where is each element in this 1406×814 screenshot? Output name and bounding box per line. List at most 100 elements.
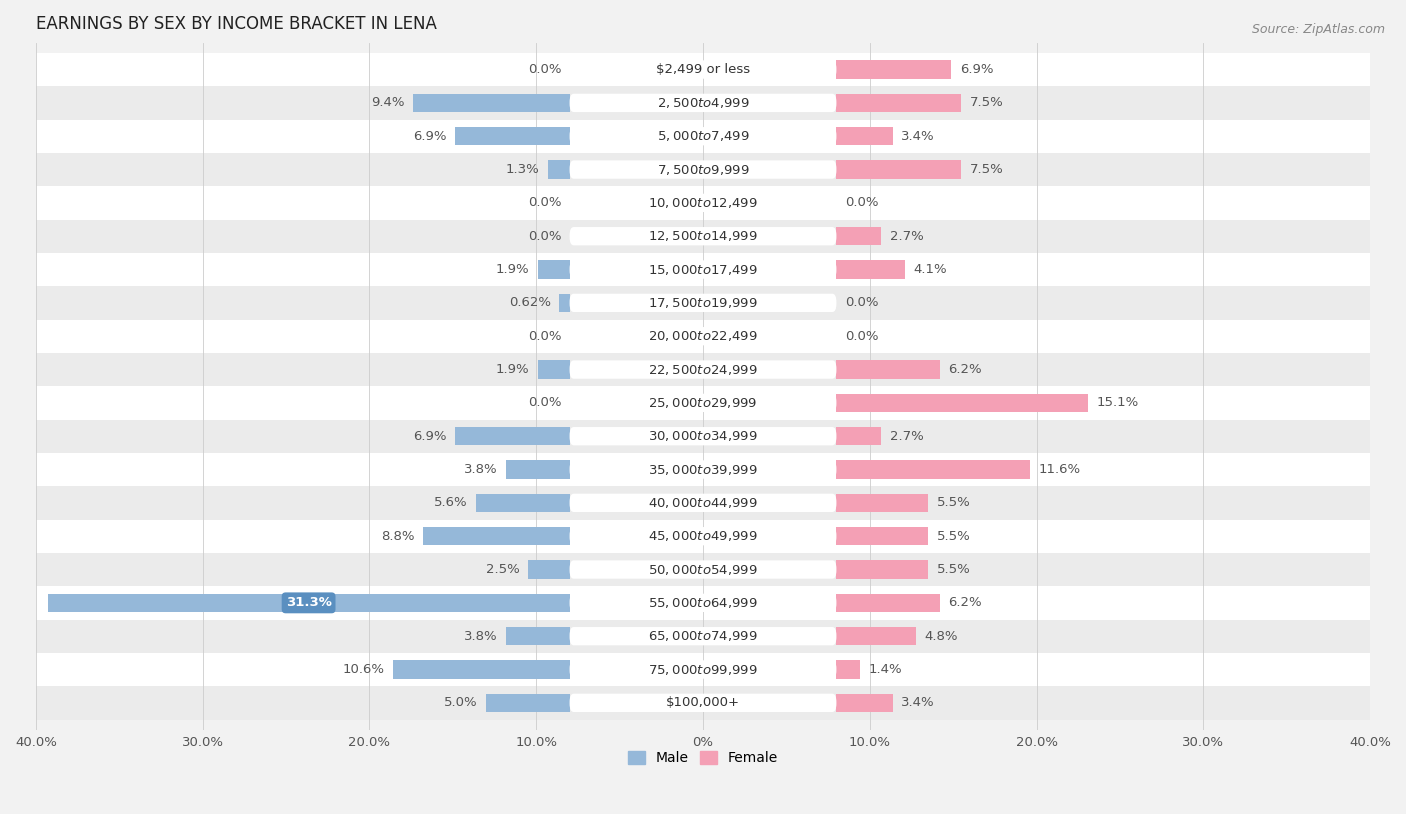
Bar (37, 386, 1369, 419)
FancyBboxPatch shape (569, 394, 837, 412)
Text: 6.9%: 6.9% (960, 63, 993, 76)
Text: 1.3%: 1.3% (506, 163, 540, 176)
Bar (837, 560, 928, 579)
Bar (538, 260, 569, 278)
Text: 4.1%: 4.1% (912, 263, 946, 276)
Bar (538, 361, 569, 379)
Text: EARNINGS BY SEX BY INCOME BRACKET IN LENA: EARNINGS BY SEX BY INCOME BRACKET IN LEN… (37, 15, 437, 33)
Bar (837, 461, 1029, 479)
Bar (837, 627, 917, 646)
Bar (548, 160, 569, 179)
FancyBboxPatch shape (569, 127, 837, 146)
Bar (37, 553, 1369, 586)
FancyBboxPatch shape (569, 593, 837, 612)
Bar (392, 660, 569, 679)
Bar (837, 127, 893, 146)
Bar (837, 94, 962, 112)
FancyBboxPatch shape (569, 560, 837, 579)
FancyBboxPatch shape (569, 361, 837, 379)
Text: $12,500 to $14,999: $12,500 to $14,999 (648, 230, 758, 243)
Text: 1.9%: 1.9% (496, 363, 530, 376)
Text: $2,500 to $4,999: $2,500 to $4,999 (657, 96, 749, 110)
Bar (477, 494, 569, 512)
Text: 2.7%: 2.7% (890, 230, 924, 243)
FancyBboxPatch shape (569, 660, 837, 679)
Bar (37, 686, 1369, 720)
Bar (454, 427, 569, 445)
Bar (37, 186, 1369, 220)
FancyBboxPatch shape (569, 461, 837, 479)
Bar (837, 394, 1088, 412)
Text: 0.0%: 0.0% (527, 196, 561, 209)
Text: $10,000 to $12,499: $10,000 to $12,499 (648, 196, 758, 210)
Bar (837, 160, 962, 179)
Text: Source: ZipAtlas.com: Source: ZipAtlas.com (1251, 23, 1385, 36)
Bar (37, 486, 1369, 519)
Bar (506, 461, 569, 479)
Text: 0.62%: 0.62% (509, 296, 551, 309)
Bar (527, 560, 569, 579)
Bar (837, 260, 905, 278)
Text: $20,000 to $22,499: $20,000 to $22,499 (648, 329, 758, 344)
Text: 6.9%: 6.9% (413, 129, 446, 142)
Bar (837, 660, 859, 679)
Text: 0.0%: 0.0% (527, 396, 561, 409)
Text: $30,000 to $34,999: $30,000 to $34,999 (648, 429, 758, 443)
Text: $45,000 to $49,999: $45,000 to $49,999 (648, 529, 758, 543)
Bar (506, 627, 569, 646)
Text: $55,000 to $64,999: $55,000 to $64,999 (648, 596, 758, 610)
Text: $35,000 to $39,999: $35,000 to $39,999 (648, 462, 758, 476)
Text: 2.5%: 2.5% (486, 563, 520, 576)
Bar (37, 220, 1369, 253)
Text: $7,500 to $9,999: $7,500 to $9,999 (657, 163, 749, 177)
FancyBboxPatch shape (569, 194, 837, 212)
Text: 8.8%: 8.8% (381, 530, 415, 543)
Bar (37, 352, 1369, 386)
Bar (37, 86, 1369, 120)
FancyBboxPatch shape (569, 60, 837, 79)
Text: 0.0%: 0.0% (845, 296, 879, 309)
Text: 3.4%: 3.4% (901, 129, 935, 142)
Bar (413, 94, 569, 112)
FancyBboxPatch shape (569, 94, 837, 112)
Text: 6.9%: 6.9% (413, 430, 446, 443)
Bar (37, 253, 1369, 287)
Bar (837, 593, 939, 612)
Bar (423, 527, 569, 545)
Bar (837, 694, 893, 712)
Bar (37, 586, 1369, 619)
Text: 7.5%: 7.5% (970, 96, 1004, 109)
Text: 0.0%: 0.0% (527, 330, 561, 343)
Text: 3.8%: 3.8% (464, 463, 498, 476)
Text: 7.5%: 7.5% (970, 163, 1004, 176)
Bar (37, 120, 1369, 153)
Text: $25,000 to $29,999: $25,000 to $29,999 (648, 396, 758, 410)
Text: 5.6%: 5.6% (434, 497, 468, 510)
Text: $17,500 to $19,999: $17,500 to $19,999 (648, 295, 758, 310)
Bar (837, 527, 928, 545)
Bar (454, 127, 569, 146)
Text: $65,000 to $74,999: $65,000 to $74,999 (648, 629, 758, 643)
FancyBboxPatch shape (569, 694, 837, 712)
Bar (837, 494, 928, 512)
Text: $2,499 or less: $2,499 or less (657, 63, 749, 76)
Bar (560, 294, 569, 312)
Text: 1.9%: 1.9% (496, 263, 530, 276)
Bar (837, 361, 939, 379)
Text: 0.0%: 0.0% (845, 330, 879, 343)
Text: 0.0%: 0.0% (845, 196, 879, 209)
Bar (37, 320, 1369, 352)
Bar (837, 227, 882, 245)
Text: $22,500 to $24,999: $22,500 to $24,999 (648, 362, 758, 377)
Bar (37, 653, 1369, 686)
FancyBboxPatch shape (569, 427, 837, 445)
Text: $40,000 to $44,999: $40,000 to $44,999 (648, 496, 758, 510)
FancyBboxPatch shape (569, 327, 837, 345)
Text: 5.5%: 5.5% (936, 563, 970, 576)
Text: 3.4%: 3.4% (901, 696, 935, 709)
FancyBboxPatch shape (569, 494, 837, 512)
Text: $5,000 to $7,499: $5,000 to $7,499 (657, 129, 749, 143)
Text: 6.2%: 6.2% (948, 363, 981, 376)
Text: 31.3%: 31.3% (285, 597, 332, 610)
Bar (48, 593, 569, 612)
